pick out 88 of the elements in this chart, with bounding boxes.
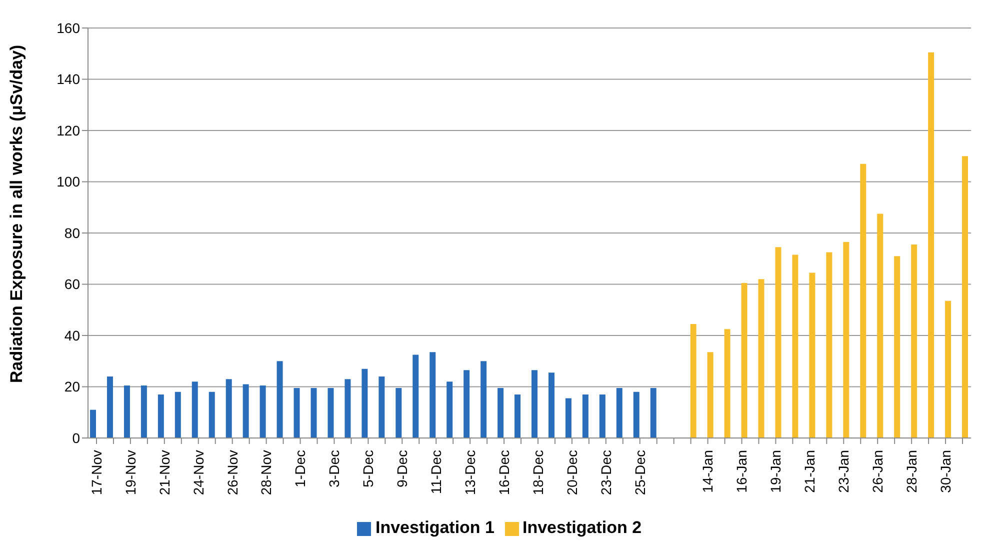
x-tick-label: 23-Jan: [836, 450, 852, 493]
bar: [294, 388, 300, 438]
bar: [90, 410, 96, 438]
bar: [378, 376, 385, 438]
bar: [599, 394, 606, 438]
bar: [208, 392, 215, 438]
bar: [758, 279, 764, 438]
bar: [928, 52, 934, 438]
y-tick-label: 160: [56, 20, 80, 36]
bar: [124, 385, 130, 438]
bar: [860, 164, 866, 438]
y-tick-label: 80: [64, 224, 80, 241]
x-tick-label: 11-Dec: [428, 450, 444, 494]
bar: [514, 394, 521, 438]
bar: [158, 394, 164, 438]
legend-label: Investigation 1: [375, 518, 494, 537]
bar: [344, 379, 351, 438]
x-tick-label: 23-Dec: [598, 450, 614, 496]
y-axis-title: Radiation Exposure in all works (μSv/day): [7, 44, 26, 383]
bar: [276, 361, 283, 438]
x-tick-label: 26-Nov: [224, 450, 240, 496]
x-tick-label: 9-Dec: [394, 450, 410, 488]
bar: [582, 394, 588, 438]
x-tick-label: 24-Nov: [190, 450, 206, 496]
bar: [962, 156, 968, 438]
x-tick-label: 21-Nov: [156, 450, 172, 496]
bar: [690, 324, 696, 438]
x-tick-label: 17-Nov: [88, 450, 104, 496]
y-tick-label: 40: [64, 327, 80, 344]
x-tick-label: 26-Jan: [870, 450, 886, 493]
bar: [792, 254, 798, 438]
bar: [532, 370, 538, 438]
x-tick-label: 30-Jan: [937, 450, 954, 493]
y-tick-label: 20: [64, 378, 80, 395]
x-tick-label: 3-Dec: [326, 450, 342, 488]
x-tick-label: 28-Nov: [258, 450, 274, 496]
x-tick-label: 19-Jan: [768, 450, 784, 493]
y-tick-label: 120: [56, 122, 80, 138]
bar: [446, 382, 453, 438]
bar: [396, 388, 402, 438]
bar: [140, 385, 147, 438]
bar: [242, 384, 249, 438]
bar: [464, 370, 470, 438]
bar: [633, 392, 640, 438]
x-tick-label: 19-Nov: [122, 450, 138, 496]
bar: [565, 398, 572, 438]
x-tick-label: 21-Jan: [802, 450, 818, 493]
bar: [911, 244, 918, 438]
bar: [430, 352, 436, 438]
bar: [226, 379, 232, 438]
x-tick-label: 13-Dec: [462, 450, 478, 496]
bar: [775, 247, 782, 438]
bar: [106, 376, 113, 438]
bar: [480, 361, 487, 438]
bar: [174, 392, 181, 438]
bar: [362, 368, 368, 438]
bar: [894, 256, 900, 438]
bar: [616, 388, 622, 438]
bar: [412, 354, 419, 438]
x-tick-label: 28-Jan: [904, 450, 920, 493]
x-tick-label: 14-Jan: [700, 450, 716, 493]
bar: [260, 385, 266, 438]
x-tick-label: 25-Dec: [632, 450, 648, 496]
y-tick-label: 140: [56, 71, 80, 88]
bar: [826, 252, 832, 438]
bar: [310, 388, 317, 438]
bar: [498, 388, 504, 438]
y-tick-label: 60: [64, 276, 80, 292]
bar: [548, 372, 554, 438]
x-tick-label: 5-Dec: [360, 450, 376, 488]
bar: [809, 272, 816, 438]
x-tick-label: 18-Dec: [530, 450, 546, 496]
bar: [328, 388, 334, 438]
y-tick-label: 0: [72, 430, 80, 446]
bar: [741, 282, 748, 438]
bar: [650, 388, 656, 438]
bar: [877, 214, 884, 438]
bar: [707, 352, 714, 438]
legend-label: Investigation 2: [522, 518, 642, 537]
x-tick-label: 16-Jan: [734, 450, 750, 493]
y-tick-label: 100: [56, 174, 80, 190]
x-tick-label: 1-Dec: [292, 450, 308, 488]
bar: [192, 382, 198, 438]
bar: [945, 300, 952, 438]
bar: [724, 329, 730, 438]
x-tick-label: 16-Dec: [496, 450, 512, 496]
x-tick-label: 20-Dec: [564, 450, 580, 496]
bar: [843, 242, 850, 438]
